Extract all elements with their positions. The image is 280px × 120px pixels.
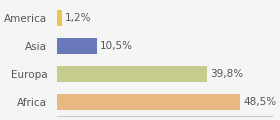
Text: 39,8%: 39,8%: [210, 69, 243, 79]
Text: 10,5%: 10,5%: [100, 41, 133, 51]
Text: 48,5%: 48,5%: [243, 97, 276, 107]
Bar: [57, 38, 97, 54]
Text: 1,2%: 1,2%: [65, 13, 91, 23]
Bar: [57, 94, 240, 110]
Bar: [57, 66, 207, 82]
Bar: [57, 10, 62, 26]
